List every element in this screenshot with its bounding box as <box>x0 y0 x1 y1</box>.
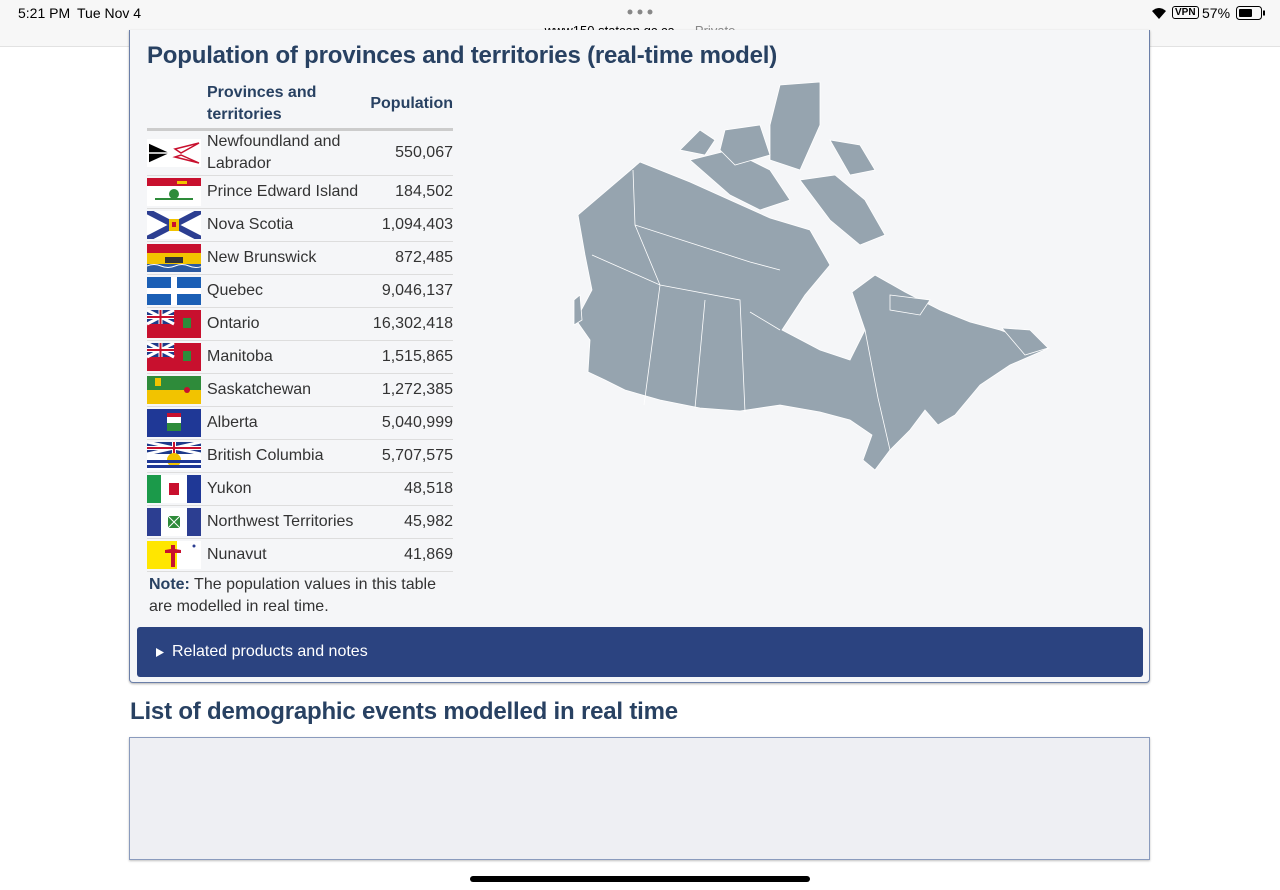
province-row: Manitoba 1,515,865 <box>147 340 453 374</box>
province-row: Ontario 16,302,418 <box>147 307 453 341</box>
battery-icon <box>1236 6 1265 20</box>
note-label: Note: <box>149 576 190 593</box>
province-flag <box>147 475 201 503</box>
province-flag <box>147 178 201 206</box>
flag-cell <box>147 439 207 473</box>
canada-map <box>573 81 1051 471</box>
details-label: Related products and notes <box>172 643 368 660</box>
province-row: Yukon 48,518 <box>147 472 453 506</box>
province-population: 41,869 <box>367 538 453 572</box>
province-population: 48,518 <box>367 472 453 506</box>
province-flag <box>147 211 201 239</box>
note-text: The population values in this table are … <box>149 576 436 615</box>
province-population: 9,046,137 <box>367 274 453 308</box>
population-header: Population <box>367 82 453 131</box>
province-name: Quebec <box>207 274 367 308</box>
flag-header <box>147 82 207 131</box>
disclosure-triangle <box>156 648 164 657</box>
province-name: Yukon <box>207 472 367 506</box>
province-row: Prince Edward Island 184,502 <box>147 175 453 209</box>
province-name: Saskatchewan <box>207 373 367 407</box>
province-flag <box>147 244 201 272</box>
header-row: Provinces and territories Population <box>147 82 453 131</box>
province-flag <box>147 376 201 404</box>
flag-cell <box>147 340 207 374</box>
province-name: New Brunswick <box>207 241 367 275</box>
vpn-badge: VPN <box>1172 6 1199 19</box>
flag-cell <box>147 538 207 572</box>
flag-cell <box>147 241 207 275</box>
province-row: Nova Scotia 1,094,403 <box>147 208 453 242</box>
province-name: Prince Edward Island <box>207 175 367 209</box>
province-flag <box>147 541 201 569</box>
table-note: Note: The population values in this tabl… <box>149 574 459 618</box>
province-population: 1,515,865 <box>367 340 453 374</box>
province-population: 550,067 <box>367 129 453 176</box>
flag-cell <box>147 208 207 242</box>
province-row: Quebec 9,046,137 <box>147 274 453 308</box>
more-dots[interactable] <box>627 9 653 15</box>
province-name: Northwest Territories <box>207 505 367 539</box>
province-name: Ontario <box>207 307 367 341</box>
province-flag <box>147 139 201 167</box>
province-name: British Columbia <box>207 439 367 473</box>
province-name: Newfoundland and Labrador <box>207 129 367 176</box>
population-table: Provinces and territories Population New… <box>147 82 453 572</box>
province-population: 45,982 <box>367 505 453 539</box>
province-name: Nova Scotia <box>207 208 367 242</box>
province-row: New Brunswick 872,485 <box>147 241 453 275</box>
province-row: Nunavut 41,869 <box>147 538 453 572</box>
wifi-icon <box>1152 8 1166 19</box>
province-flag <box>147 508 201 536</box>
province-name: Nunavut <box>207 538 367 572</box>
table-body: Newfoundland and Labrador 550,067 Prince E… <box>147 129 453 572</box>
province-flag <box>147 277 201 305</box>
province-population: 1,272,385 <box>367 373 453 407</box>
province-population: 5,040,999 <box>367 406 453 440</box>
province-flag <box>147 409 201 437</box>
province-header: Provinces and territories <box>207 82 367 131</box>
status-time: 5:21 PM <box>18 5 71 21</box>
province-population: 872,485 <box>367 241 453 275</box>
province-row: Saskatchewan 1,272,385 <box>147 373 453 407</box>
province-row: Newfoundland and Labrador 550,067 <box>147 129 453 176</box>
flag-cell <box>147 274 207 308</box>
province-population: 16,302,418 <box>367 307 453 341</box>
battery-percent: 57% <box>1202 5 1231 21</box>
flag-cell <box>147 373 207 407</box>
province-flag <box>147 310 201 338</box>
province-row: British Columbia 5,707,575 <box>147 439 453 473</box>
province-name: Manitoba <box>207 340 367 374</box>
home-indicator <box>470 876 810 882</box>
flag-cell <box>147 505 207 539</box>
province-population: 1,094,403 <box>367 208 453 242</box>
province-row: Alberta 5,040,999 <box>147 406 453 440</box>
flag-cell <box>147 129 207 176</box>
province-population: 5,707,575 <box>367 439 453 473</box>
events-title: List of demographic events modelled in r… <box>130 698 678 725</box>
events-box <box>129 737 1150 860</box>
flag-cell <box>147 472 207 506</box>
population-panel: Population of provinces and territories … <box>129 30 1150 683</box>
section-title: Population of provinces and territories … <box>147 42 778 69</box>
province-flag <box>147 442 201 470</box>
province-population: 184,502 <box>367 175 453 209</box>
flag-cell <box>147 406 207 440</box>
province-flag <box>147 343 201 371</box>
flag-cell <box>147 307 207 341</box>
related-products-toggle[interactable]: Related products and notes <box>137 627 1143 677</box>
province-name: Alberta <box>207 406 367 440</box>
status-date: Tue Nov 4 <box>77 5 142 21</box>
flag-cell <box>147 175 207 209</box>
province-row: Northwest Territories 45,982 <box>147 505 453 539</box>
